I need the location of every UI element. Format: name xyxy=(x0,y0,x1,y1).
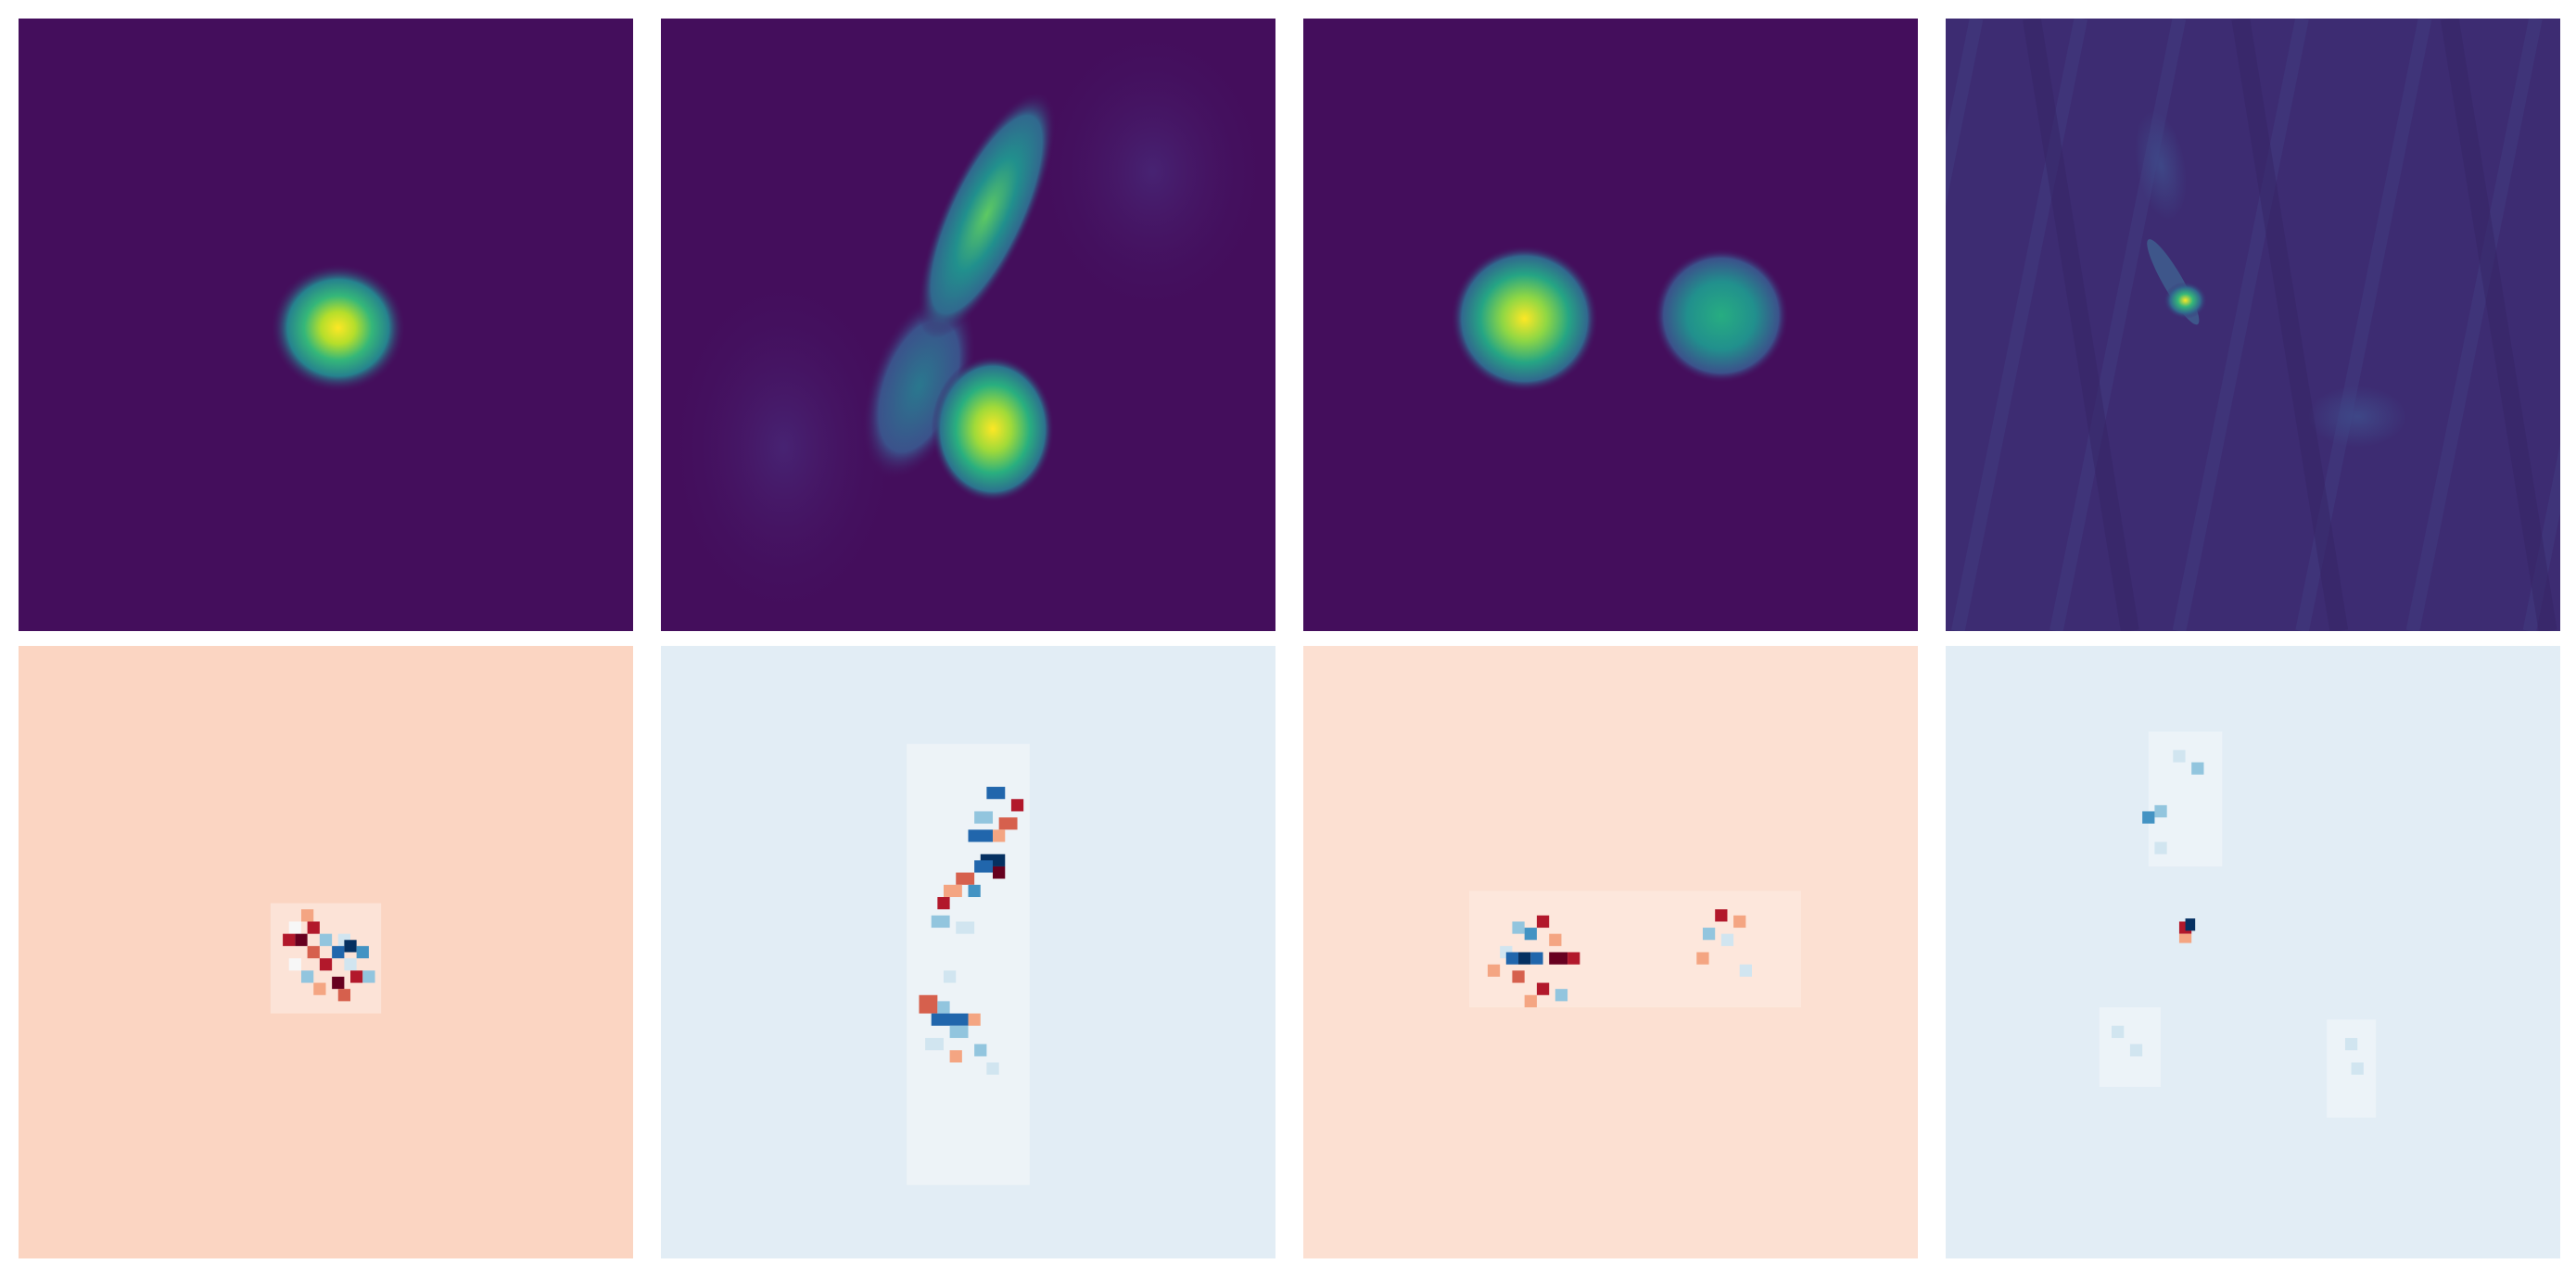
residual-panel-1 xyxy=(19,646,633,1258)
intensity-panel-4 xyxy=(1946,19,2560,631)
residual-image-4 xyxy=(1946,646,2560,1258)
residual-pixel-cluster-2 xyxy=(907,743,1030,1185)
intensity-image-1 xyxy=(19,19,633,631)
residual-panel-2 xyxy=(661,646,1275,1258)
intensity-panel-1 xyxy=(19,19,633,631)
residual-panel-4 xyxy=(1946,646,2560,1258)
intensity-image-4 xyxy=(1946,19,2560,631)
intensity-image-2 xyxy=(661,19,1275,631)
residual-pixel-cluster-1 xyxy=(270,903,382,1014)
residual-image-3 xyxy=(1303,646,1918,1258)
residual-pixel-cluster-4 xyxy=(2099,731,2377,1118)
residual-image-2 xyxy=(661,646,1275,1258)
residual-panel-3 xyxy=(1303,646,1918,1258)
intensity-panel-2 xyxy=(661,19,1275,631)
residual-image-1 xyxy=(19,646,633,1258)
intensity-panel-3 xyxy=(1303,19,1918,631)
residual-pixel-cluster-3 xyxy=(1469,891,1802,1007)
intensity-image-3 xyxy=(1303,19,1918,631)
